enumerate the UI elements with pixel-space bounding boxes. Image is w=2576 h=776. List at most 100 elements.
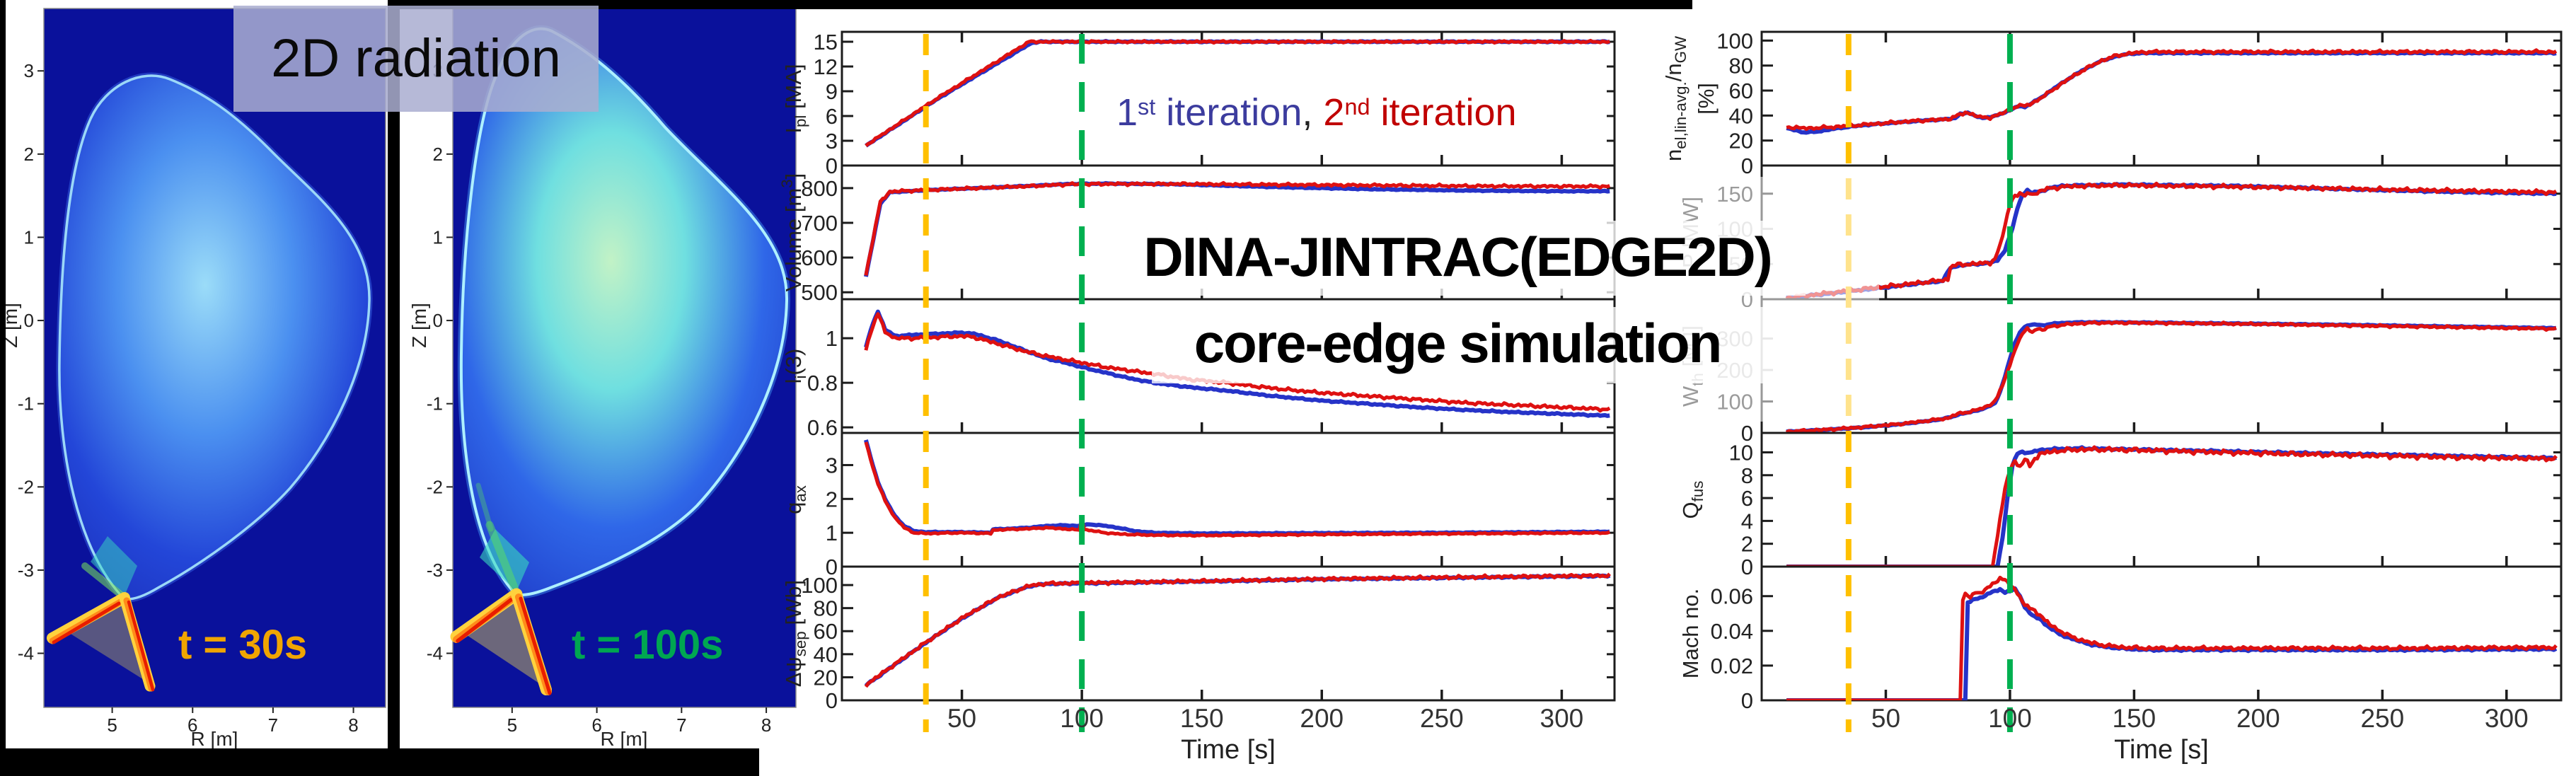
x-tick-label: 5 bbox=[107, 714, 117, 736]
y-tick-label: 2 bbox=[1741, 532, 1753, 557]
legend-separator: , bbox=[1302, 91, 1324, 134]
y-tick-label: -2 bbox=[427, 476, 443, 497]
x-tick-label: 150 bbox=[1180, 704, 1224, 733]
x-tick-label: 300 bbox=[2485, 704, 2529, 733]
y-axis-label: Z [m] bbox=[408, 303, 430, 348]
y-tick-label: 40 bbox=[1729, 103, 1753, 128]
series-line-first-iteration bbox=[1786, 445, 2558, 567]
x-tick-label: 7 bbox=[268, 714, 278, 736]
x-tick-label: 7 bbox=[676, 714, 686, 736]
series-line-second-iteration bbox=[1785, 320, 2557, 433]
panel-frame bbox=[841, 565, 1616, 702]
x-tick-label: 6 bbox=[187, 714, 197, 736]
series-line-second-iteration bbox=[1786, 445, 2558, 567]
y-axis-label: Mach no. bbox=[1678, 589, 1703, 679]
series-line-first-iteration bbox=[864, 309, 1610, 418]
bottom-black-bar bbox=[0, 748, 759, 776]
y-tick-label: 0 bbox=[1741, 421, 1753, 446]
x-axis-label: R [m] bbox=[191, 728, 238, 750]
x-tick-label: 100 bbox=[1988, 704, 2032, 733]
y-tick-label: 40 bbox=[814, 642, 838, 667]
x-tick-label: 50 bbox=[1871, 704, 1900, 733]
y-tick-label: 0.8 bbox=[807, 371, 838, 395]
y-tick-label: 0.04 bbox=[1711, 619, 1753, 644]
time-label-100s: t = 100s bbox=[572, 622, 724, 668]
y-tick-label: 6 bbox=[1741, 486, 1753, 511]
y-tick-label: 8 bbox=[1741, 463, 1753, 488]
panel-frame bbox=[1760, 565, 2563, 702]
y-tick-label: 3 bbox=[24, 60, 34, 81]
y-tick-label: 15 bbox=[814, 30, 838, 54]
y-tick-label: 0 bbox=[24, 310, 34, 331]
y-tick-label: 20 bbox=[1729, 129, 1753, 154]
series-line-first-iteration bbox=[864, 439, 1610, 536]
series-line-first-iteration bbox=[1786, 586, 2558, 700]
legend-first-iteration: 1st iteration bbox=[1116, 91, 1303, 134]
y-tick-label: 0 bbox=[826, 688, 838, 713]
y-tick-label: 2 bbox=[24, 144, 34, 165]
radiation-caption: 2D radiation bbox=[233, 6, 599, 112]
map-axes-ticks: 3 2 1 0 -1 -2 -3 -4 5 6 7 8 bbox=[18, 60, 359, 736]
y-tick-label: 2 bbox=[826, 487, 838, 511]
y-tick-label: 100 bbox=[1716, 28, 1753, 53]
top-black-bar bbox=[388, 0, 1692, 9]
y-tick-label: 100 bbox=[801, 573, 838, 598]
legend-second-superscript: nd bbox=[1344, 94, 1370, 120]
y-tick-label: 3 bbox=[826, 453, 838, 477]
time-label-30s: t = 30s bbox=[178, 622, 308, 668]
chart-panel: 0 1 2 3 qax bbox=[781, 432, 1616, 579]
y-tick-label: 1 bbox=[826, 521, 838, 545]
y-tick-label: -3 bbox=[18, 560, 34, 581]
series-line-second-iteration bbox=[864, 441, 1611, 538]
plasma-blob bbox=[58, 74, 371, 601]
radiation-maps: 3 2 1 0 -1 -2 -3 -4 5 6 7 8 R [m] Z [m] 3 2 1 0 -1 -2 -3 -… bbox=[0, 8, 797, 750]
divertor-structure bbox=[47, 536, 156, 692]
series-line-second-iteration bbox=[864, 572, 1611, 688]
series-line-second-iteration bbox=[864, 180, 1611, 276]
y-tick-label: -4 bbox=[427, 643, 443, 664]
series-line-first-iteration bbox=[864, 573, 1611, 688]
y-tick-label: 9 bbox=[826, 79, 838, 104]
x-tick-label: 150 bbox=[2113, 704, 2156, 733]
x-tick-label: 100 bbox=[1060, 704, 1104, 733]
x-tick-label: 200 bbox=[1300, 704, 1344, 733]
y-tick-label: 1 bbox=[826, 326, 838, 351]
x-tick-label: 50 bbox=[947, 704, 976, 733]
y-axis-label: li(3) bbox=[781, 349, 809, 384]
legend-first-superscript: st bbox=[1138, 94, 1156, 120]
y-tick-label: -4 bbox=[18, 643, 34, 664]
series-line-second-iteration bbox=[865, 38, 1611, 148]
y-tick-label: 6 bbox=[826, 104, 838, 129]
y-tick-label: 2 bbox=[433, 144, 443, 165]
y-tick-label: 12 bbox=[814, 54, 838, 79]
x-tick-label: 250 bbox=[2360, 704, 2404, 733]
y-axis-label: nel,lin-avg./nGW bbox=[1661, 36, 1690, 161]
y-tick-label: -3 bbox=[427, 560, 443, 581]
y-tick-label: 0 bbox=[433, 310, 443, 331]
y-tick-label: 0 bbox=[1741, 154, 1753, 178]
x-axis-label: R [m] bbox=[601, 728, 648, 750]
x-tick-label: 8 bbox=[348, 714, 358, 736]
x-tick-label: 300 bbox=[1540, 704, 1584, 733]
y-tick-label: 0.02 bbox=[1711, 654, 1753, 678]
x-tick-label: 6 bbox=[591, 714, 601, 736]
panel-frame bbox=[1760, 298, 2563, 434]
y-tick-label: 1 bbox=[433, 226, 443, 248]
x-tick-label: 250 bbox=[1420, 704, 1464, 733]
y-tick-label: 0 bbox=[826, 555, 838, 579]
x-tick-label: 8 bbox=[761, 714, 771, 736]
y-tick-label: -1 bbox=[427, 393, 443, 415]
y-tick-label: 800 bbox=[801, 176, 838, 201]
y-tick-label: 0.06 bbox=[1711, 584, 1753, 609]
series-line-second-iteration bbox=[1786, 48, 2558, 132]
y-tick-label: -1 bbox=[18, 393, 34, 415]
y-axis-label: Qfus bbox=[1678, 481, 1706, 519]
divider-black-bar bbox=[388, 0, 400, 748]
x-axis-label: Time [s] bbox=[2114, 735, 2209, 765]
